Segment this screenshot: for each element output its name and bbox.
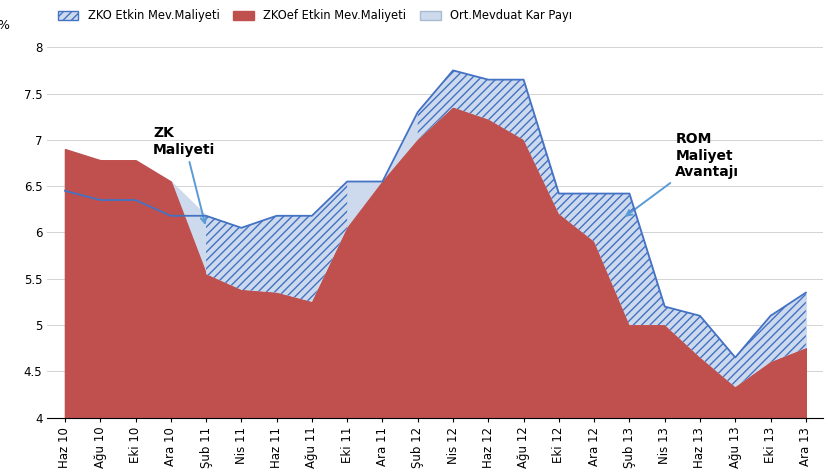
Legend: ZKO Etkin Mev.Maliyeti, ZKOef Etkin Mev.Maliyeti, Ort.Mevduat Kar Payı: ZKO Etkin Mev.Maliyeti, ZKOef Etkin Mev.… <box>53 5 576 27</box>
Text: ROM
Maliyet
Avantajı: ROM Maliyet Avantajı <box>626 132 739 216</box>
Text: ZK
Maliyeti: ZK Maliyeti <box>153 126 215 223</box>
Text: %: % <box>0 19 9 32</box>
